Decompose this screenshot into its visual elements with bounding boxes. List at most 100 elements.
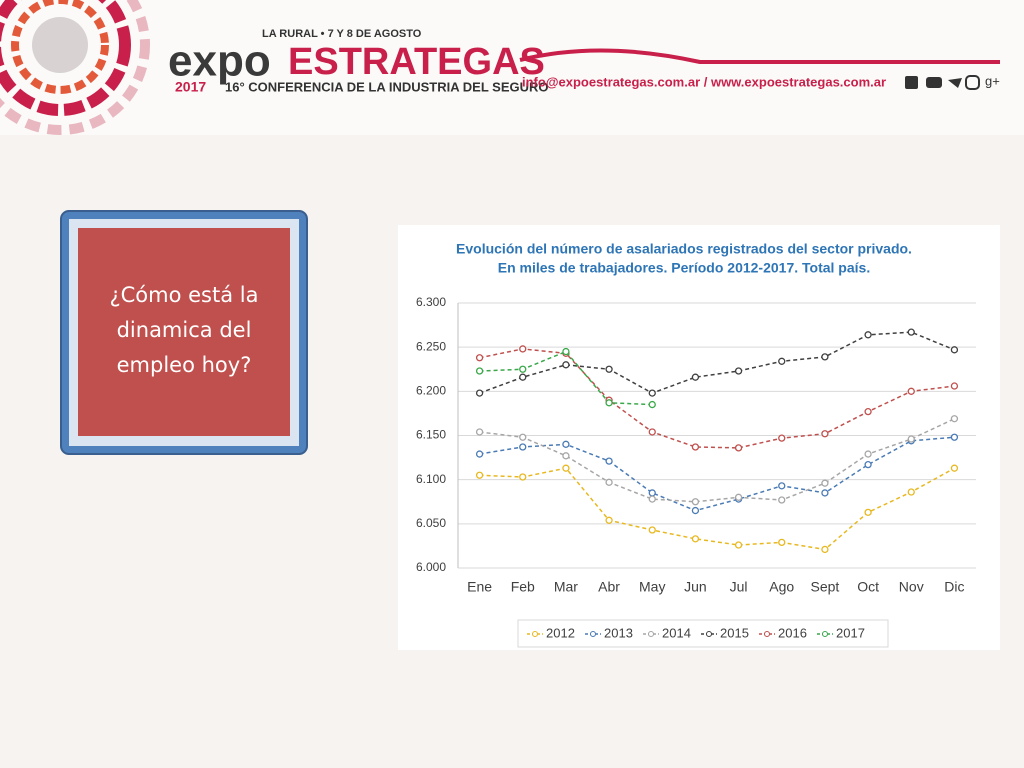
x-tick-label: Feb: [511, 579, 535, 595]
series-line: [479, 350, 653, 406]
point: [605, 478, 613, 486]
chart-subtitle: En miles de trabajadores. Período 2012-2…: [498, 260, 870, 276]
y-tick-label: 6.000: [416, 560, 446, 574]
x-tick-label: Sept: [811, 579, 840, 595]
header-band: [0, 0, 1024, 135]
legend-label: 2017: [836, 625, 865, 640]
point: [778, 434, 786, 442]
header-conference: 16° CONFERENCIA DE LA INDUSTRIA DEL SEGU…: [225, 79, 549, 94]
point: [648, 526, 656, 534]
point: [691, 506, 700, 515]
header-swoosh: [519, 48, 1000, 64]
point: [734, 493, 743, 501]
point: [648, 495, 656, 503]
legend-marker: [648, 631, 654, 637]
series-line: [479, 331, 955, 394]
point: [907, 328, 915, 336]
point: [519, 345, 527, 353]
point: [907, 387, 915, 395]
point: [562, 452, 570, 460]
y-tick-label: 6.300: [416, 295, 446, 309]
point: [734, 541, 743, 549]
point: [562, 361, 570, 369]
chart-title: Evolución del número de asalariados regi…: [456, 241, 912, 257]
header-contact: info@expoestrategas.com.ar / www.expoest…: [522, 74, 886, 89]
point: [734, 444, 743, 452]
x-tick-label: Nov: [899, 579, 924, 595]
point: [475, 389, 484, 397]
decor-core: [32, 17, 88, 73]
point: [864, 450, 872, 458]
point: [864, 331, 872, 339]
header-date: LA RURAL • 7 Y 8 DE AGOSTO: [262, 28, 422, 40]
legend-marker: [590, 631, 596, 637]
decor-ring: [0, 0, 131, 116]
decor-ring: [11, 0, 109, 94]
legend-label: 2016: [778, 625, 807, 640]
point: [950, 415, 959, 423]
legend-marker: [706, 631, 712, 637]
facebook-icon: [905, 76, 918, 89]
point: [605, 399, 613, 407]
x-tick-label: Ene: [467, 579, 492, 595]
point: [519, 365, 527, 373]
point: [519, 373, 527, 381]
y-tick-label: 6.250: [416, 339, 446, 353]
legend-marker: [764, 631, 770, 637]
y-tick-label: 6.150: [416, 428, 446, 442]
legend-label: 2012: [546, 625, 575, 640]
point: [562, 440, 570, 448]
point: [562, 464, 570, 472]
point: [950, 382, 959, 390]
point: [821, 545, 829, 554]
series-line: [479, 436, 955, 512]
point: [648, 489, 656, 497]
point: [734, 367, 743, 375]
point: [648, 428, 656, 436]
point: [605, 516, 613, 524]
point: [475, 354, 484, 362]
point: [864, 508, 872, 516]
legend-label: 2015: [720, 625, 749, 640]
point: [907, 435, 915, 443]
legend-marker: [532, 631, 538, 637]
point: [907, 488, 915, 496]
x-tick-label: Jul: [730, 579, 748, 595]
point: [950, 346, 959, 354]
point: [519, 473, 527, 481]
point: [950, 464, 959, 472]
x-tick-label: Oct: [857, 579, 879, 595]
point: [821, 479, 829, 487]
brand-expo: expo: [168, 37, 271, 86]
x-tick-label: Jun: [684, 579, 707, 595]
brand-estrategas: ESTRATEGAS: [288, 41, 545, 83]
y-tick-label: 6.050: [416, 516, 446, 530]
legend-label: 2013: [604, 625, 633, 640]
series-line: [479, 418, 955, 503]
point: [562, 347, 570, 356]
point: [519, 443, 527, 451]
chart-panel: [398, 225, 1000, 650]
x-tick-label: Mar: [554, 579, 578, 595]
series-line: [479, 467, 955, 551]
x-tick-label: May: [639, 579, 665, 595]
decor-circle: [0, 0, 150, 135]
point: [648, 400, 656, 409]
point: [519, 433, 527, 441]
y-tick-label: 6.200: [416, 384, 446, 398]
point: [950, 433, 959, 441]
point: [778, 496, 786, 504]
point: [691, 443, 700, 451]
point: [778, 482, 786, 490]
decor-ring: [0, 0, 150, 135]
point: [605, 365, 613, 373]
point: [475, 450, 484, 458]
point: [648, 389, 656, 397]
gplus-icon: g+: [985, 73, 1000, 88]
y-tick-label: 6.100: [416, 472, 446, 486]
point: [821, 489, 829, 497]
x-tick-label: Abr: [598, 579, 620, 595]
point: [605, 457, 613, 465]
